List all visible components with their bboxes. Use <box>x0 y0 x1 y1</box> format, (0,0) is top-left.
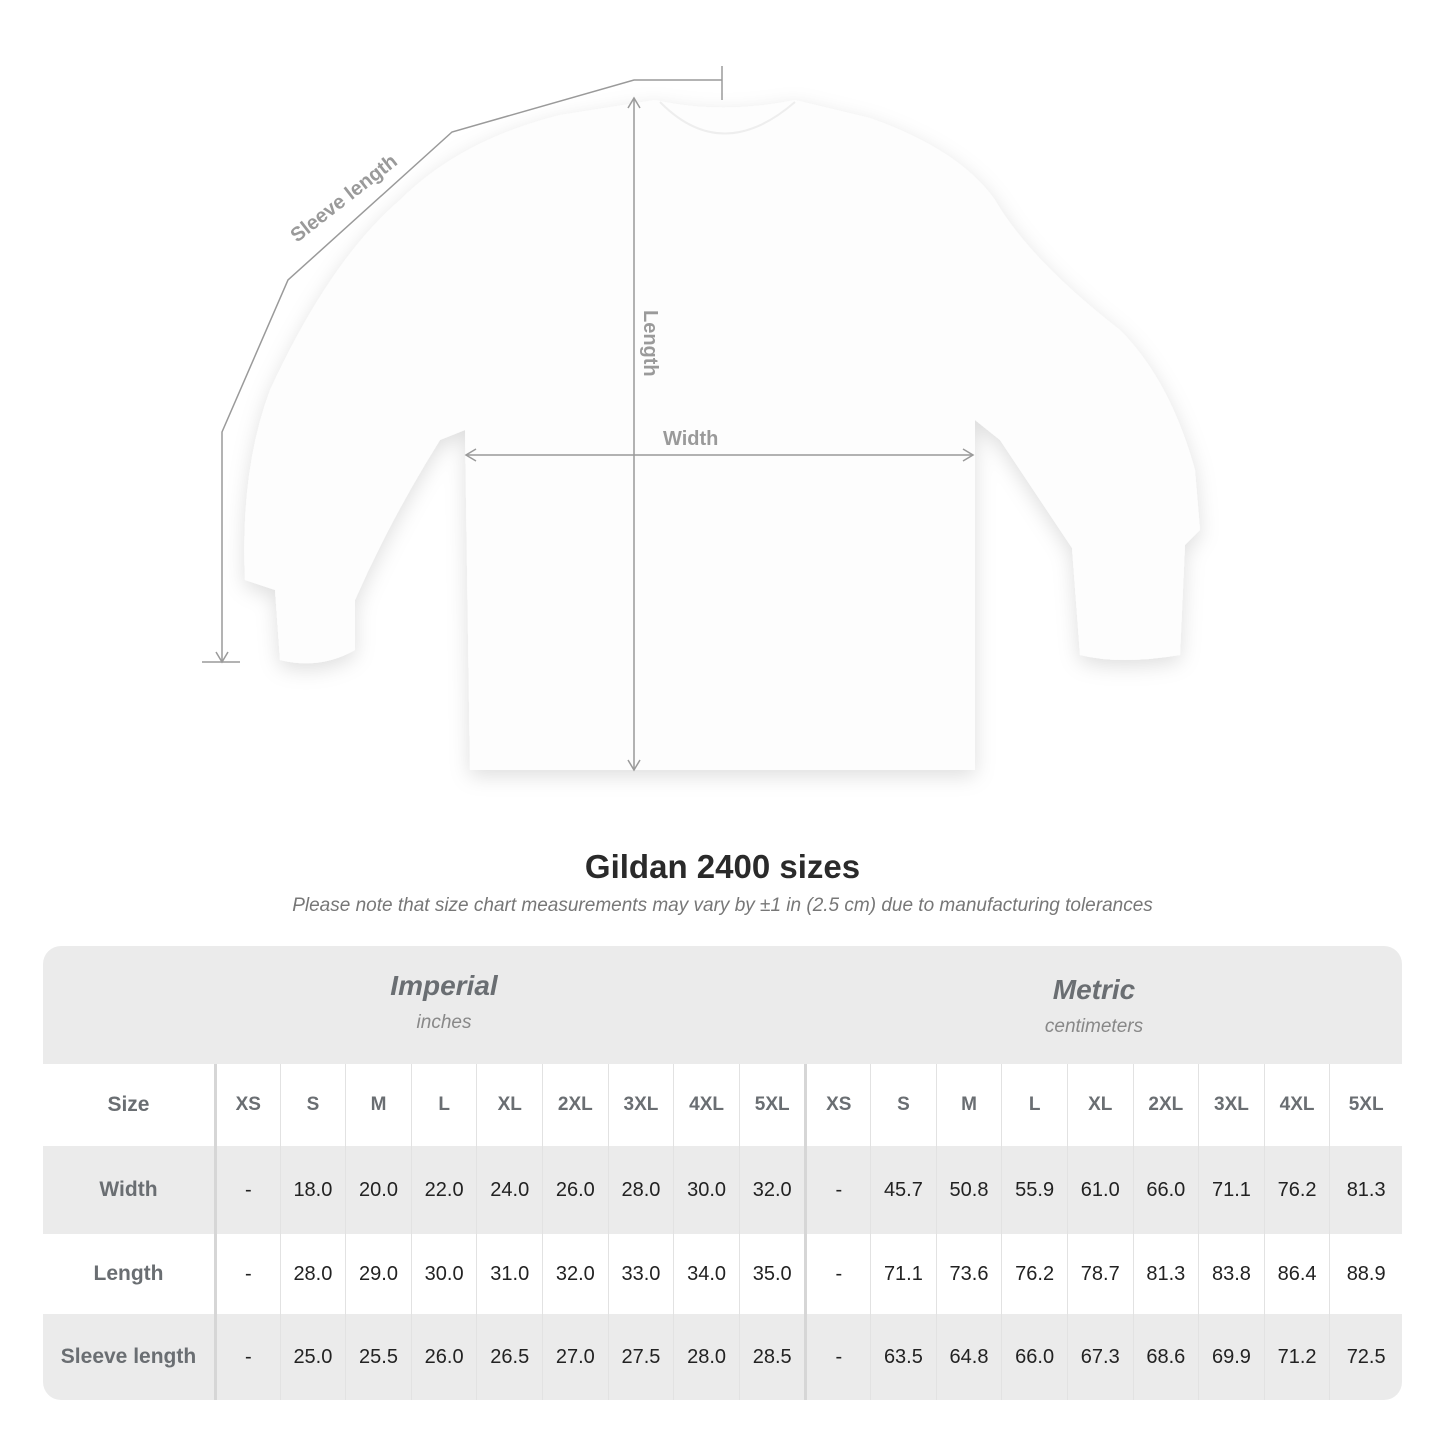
imperial-title: Imperial <box>390 970 498 1001</box>
table-row: Width -18.0 20.0 22.0 24.0 26.0 28.0 30.0 32.0-4… <box>43 1146 1402 1234</box>
metric-value-cell: 67.3 <box>1066 1314 1133 1400</box>
metric-value-cell: 71.1 <box>1198 1146 1264 1234</box>
imperial-value-cell: 25.0 <box>279 1314 346 1400</box>
imperial-value-cell: 22.0 <box>410 1146 477 1234</box>
row-label: Length <box>93 1262 164 1285</box>
metric-value-cell: - <box>804 1314 870 1400</box>
size-header-cell: 5XL <box>738 1064 805 1146</box>
size-header-cell: S <box>279 1064 346 1146</box>
imperial-value-cell: 27.0 <box>542 1314 608 1400</box>
imperial-header: Imperial inches <box>215 970 673 1034</box>
imperial-value-cell: 32.0 <box>542 1234 608 1314</box>
shirt-collar <box>659 101 796 135</box>
metric-value-cell: 88.9 <box>1329 1234 1402 1314</box>
metric-value-cell: 83.8 <box>1198 1234 1264 1314</box>
size-header-cell: L <box>410 1064 477 1146</box>
imperial-value-cell: 28.0 <box>607 1146 674 1234</box>
metric-value-cell: - <box>804 1234 870 1314</box>
metric-value-cell: 61.0 <box>1066 1146 1133 1234</box>
size-header-cell: 3XL <box>607 1064 674 1146</box>
metric-value-cell: 64.8 <box>935 1314 1002 1400</box>
metric-value-cell: 69.9 <box>1198 1314 1264 1400</box>
metric-value-cell: 55.9 <box>1001 1146 1067 1234</box>
metric-value-cell: 76.2 <box>1001 1234 1067 1314</box>
metric-value-cell: 68.6 <box>1132 1314 1199 1400</box>
imperial-value-cell: 31.0 <box>476 1234 542 1314</box>
imperial-value-cell: 26.5 <box>476 1314 542 1400</box>
metric-value-cell: 71.1 <box>870 1234 936 1314</box>
imperial-value-cell: 26.0 <box>410 1314 477 1400</box>
metric-value-cell: 81.3 <box>1329 1146 1402 1234</box>
imperial-value-cell: 29.0 <box>345 1234 411 1314</box>
size-header-cell: M <box>935 1064 1002 1146</box>
size-header-cell: M <box>345 1064 411 1146</box>
size-header-row: Size XS S M L XL 2XL 3XL 4XL 5XL XS S M L XL 2XL 3XL 4XL 5… <box>43 1064 1402 1146</box>
imperial-value-cell: 27.5 <box>607 1314 674 1400</box>
row-label: Width <box>99 1178 158 1201</box>
width-label: Width <box>663 428 718 450</box>
metric-value-cell: 45.7 <box>870 1146 936 1234</box>
imperial-unit: inches <box>416 1012 472 1033</box>
unit-header: Imperial inches Metric centimeters <box>43 946 1402 1064</box>
metric-value-cell: 78.7 <box>1066 1234 1133 1314</box>
table-row: Length -28.0 29.0 30.0 31.0 32.0 33.0 34.0 35.0-… <box>43 1234 1402 1314</box>
metric-value-cell: 71.2 <box>1263 1314 1330 1400</box>
metric-unit: centimeters <box>1044 1016 1144 1037</box>
size-table: Imperial inches Metric centimeters Size X… <box>43 946 1402 1400</box>
metric-value-cell: 66.0 <box>1001 1314 1067 1400</box>
imperial-value-cell: 18.0 <box>279 1146 346 1234</box>
imperial-value-cell: 35.0 <box>738 1234 805 1314</box>
imperial-value-cell: 20.0 <box>345 1146 411 1234</box>
table-row: Sleeve length -25.0 25.5 26.0 26.5 27.0 27.5 28… <box>43 1314 1402 1400</box>
metric-value-cell: 50.8 <box>935 1146 1002 1234</box>
imperial-value-cell: 30.0 <box>673 1146 739 1234</box>
size-header-cell: 5XL <box>1329 1064 1402 1146</box>
metric-value-cell: 72.5 <box>1329 1314 1402 1400</box>
size-header-cell: 2XL <box>542 1064 608 1146</box>
metric-value-cell: 81.3 <box>1132 1234 1199 1314</box>
metric-value-cell: 86.4 <box>1263 1234 1330 1314</box>
imperial-value-cell: 26.0 <box>542 1146 608 1234</box>
size-header-cell: XL <box>1066 1064 1133 1146</box>
size-header-cell: 3XL <box>1198 1064 1264 1146</box>
imperial-value-cell: 28.0 <box>673 1314 739 1400</box>
imperial-value-cell: 34.0 <box>673 1234 739 1314</box>
size-header-cell: XL <box>476 1064 542 1146</box>
metric-header: Metric centimeters <box>810 974 1378 1038</box>
size-header-cell: 4XL <box>1263 1064 1330 1146</box>
shirt-shape <box>244 100 1201 770</box>
imperial-value-cell: 28.0 <box>279 1234 346 1314</box>
size-header-cell: XS <box>804 1064 870 1146</box>
imperial-value-cell: 25.5 <box>345 1314 411 1400</box>
sleeve-length-line <box>221 79 722 662</box>
metric-value-cell: 76.2 <box>1263 1146 1330 1234</box>
size-header-cell: L <box>1001 1064 1067 1146</box>
imperial-value-cell: - <box>213 1234 280 1314</box>
row-label: Sleeve length <box>60 1345 197 1368</box>
imperial-value-cell: 33.0 <box>607 1234 674 1314</box>
imperial-value-cell: 30.0 <box>410 1234 477 1314</box>
size-header-cell: 2XL <box>1132 1064 1199 1146</box>
metric-value-cell: 73.6 <box>935 1234 1002 1314</box>
tolerance-note: Please note that size chart measurements… <box>292 895 1153 916</box>
imperial-value-cell: 32.0 <box>738 1146 805 1234</box>
page-title: Gildan 2400 sizes <box>584 848 861 885</box>
imperial-value-cell: 28.5 <box>738 1314 805 1400</box>
size-label: Size <box>107 1093 150 1116</box>
imperial-value-cell: 24.0 <box>476 1146 542 1234</box>
metric-value-cell: - <box>804 1146 870 1234</box>
metric-title: Metric <box>1052 974 1136 1005</box>
imperial-value-cell: - <box>213 1146 280 1234</box>
imperial-value-cell: - <box>213 1314 280 1400</box>
metric-value-cell: 66.0 <box>1132 1146 1199 1234</box>
size-header-cell: 4XL <box>673 1064 739 1146</box>
length-label: Length <box>639 310 661 377</box>
shirt-diagram: Sleeve length Length Width <box>202 66 1201 772</box>
size-header-cell: XS <box>213 1064 280 1146</box>
metric-value-cell: 63.5 <box>870 1314 936 1400</box>
size-header-cell: S <box>870 1064 936 1146</box>
